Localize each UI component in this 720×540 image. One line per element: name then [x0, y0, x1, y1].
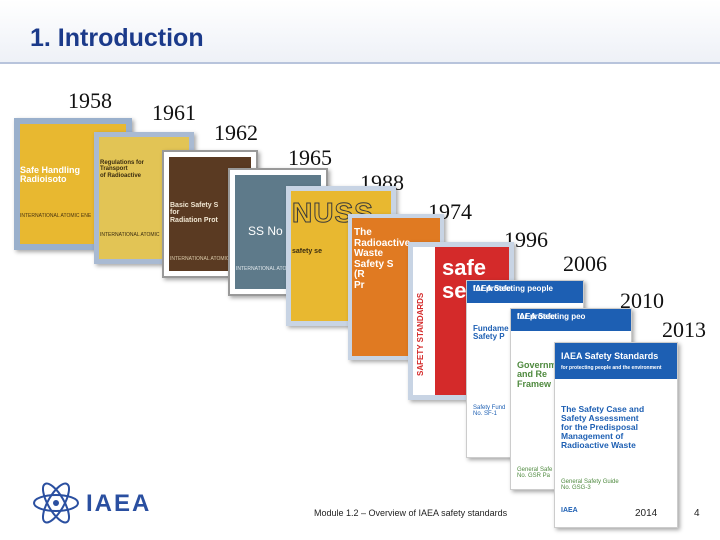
- cover-1996-title: safe se: [442, 255, 487, 304]
- cover-2006-tagline: for protecting people: [473, 284, 553, 293]
- cover-1962-publisher: INTERNATIONAL ATOMIC: [170, 256, 230, 262]
- header-band: [0, 0, 720, 62]
- cover-2010-band: IAEA Safe: [517, 312, 555, 321]
- cover-2010-tagline: for protecting peo: [517, 312, 586, 321]
- year-1958: 1958: [68, 88, 112, 113]
- footer-module-text: Module 1.2 – Overview of IAEA safety sta…: [314, 508, 508, 518]
- ss-no-label: SS No: [248, 224, 283, 238]
- cover-2006-title: Fundame Safety P: [473, 324, 509, 342]
- iaea-atom-icon: [33, 482, 79, 524]
- page-number: 4: [694, 508, 700, 519]
- cover-2013-iaea-mark: IAEA: [561, 507, 578, 514]
- cover-1961-publisher: INTERNATIONAL ATOMIC: [100, 232, 160, 238]
- cover-2013-title: The Safety Case and Safety Assessment fo…: [561, 404, 645, 450]
- year-2013: 2013: [662, 317, 706, 342]
- cover-1974-title: The Radioactive Waste Safety S (R Pr: [354, 227, 411, 291]
- footer-year: 2014: [635, 508, 658, 519]
- cover-1996-spine: SAFETY STANDARDS: [416, 292, 425, 376]
- cover-1988-series: safety se: [292, 248, 322, 255]
- cover-1962-title: Basic Safety S for Radiation Prot: [170, 202, 219, 224]
- cover-2010-title: Governm and Re Framew: [517, 360, 557, 389]
- cover-2006-band: IAEA Safe: [473, 284, 511, 293]
- year-1965: 1965: [288, 145, 332, 170]
- cover-2006-series: Safety Fund No. SF-1: [473, 405, 506, 418]
- year-2006: 2006: [563, 251, 607, 276]
- cover-2013-series: General Safety Guide No. GSG-3: [561, 479, 619, 492]
- slide-title: 1. Introduction: [30, 24, 204, 52]
- cover-1958-publisher: INTERNATIONAL ATOMIC ENE: [20, 213, 92, 219]
- year-1961: 1961: [152, 100, 196, 125]
- cover-1958-title: Safe Handling Radioisoto: [20, 165, 81, 185]
- iaea-logo-text: IAEA: [86, 490, 152, 517]
- cover-1965-publisher: INTERNATIONAL ATOMIC: [236, 266, 296, 272]
- header-divider: [0, 62, 720, 64]
- cover-2013-tagline: for protecting people and the environmen…: [561, 365, 662, 371]
- cover-2010-series: General Safe No. GSR Pa: [517, 467, 553, 480]
- cover-2013-band: IAEA Safety Standards: [561, 351, 659, 361]
- year-1962: 1962: [214, 120, 258, 145]
- cover-1961-title: Regulations for Transport of Radioactive: [100, 160, 145, 179]
- cover-2013: IAEA Safety Standards for protecting peop…: [554, 342, 678, 528]
